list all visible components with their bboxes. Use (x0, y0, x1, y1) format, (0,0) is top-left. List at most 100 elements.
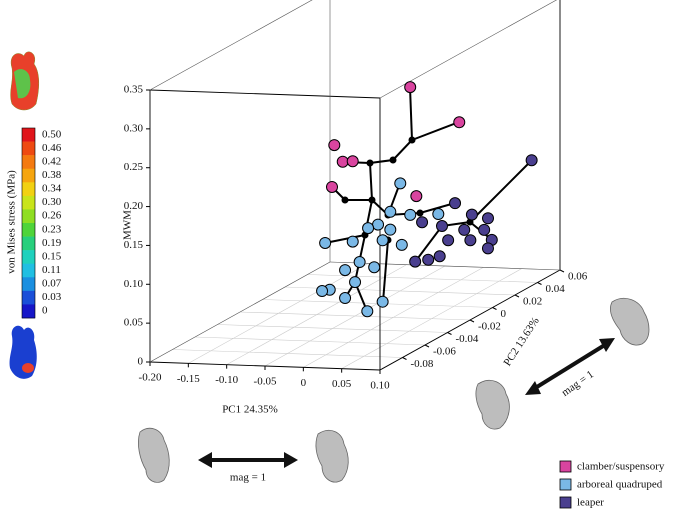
colorbar-cell (22, 168, 35, 183)
tree-branch (331, 186, 372, 201)
data-point (404, 81, 417, 94)
tick-mark (537, 282, 542, 285)
x-tick-label: 0 (301, 377, 307, 389)
data-point (482, 212, 494, 225)
colorbar-title: von Mises stress (MPa) (6, 170, 18, 274)
y-tick-label: -0.02 (478, 321, 501, 333)
arrow-head (599, 338, 615, 352)
bone-icon (610, 298, 650, 346)
data-point (384, 223, 397, 236)
tree-node (368, 196, 376, 204)
legend-label: clamber/suspensory (577, 461, 665, 473)
annotation: mag = 1 (559, 368, 596, 399)
data-point (453, 116, 466, 129)
x-tick-label: 0.10 (370, 380, 390, 392)
colorbar-label: 0.15 (42, 250, 62, 262)
colorbar-label: 0.26 (42, 210, 62, 222)
data-point (326, 180, 338, 193)
data-point (410, 190, 423, 203)
colorbar-cell (22, 290, 35, 305)
tree-branch (411, 121, 460, 141)
data-point (376, 234, 389, 247)
arrow-head (525, 381, 541, 395)
legend-swatch (559, 460, 572, 473)
tick-mark (469, 319, 475, 323)
z-tick-label: 0.35 (124, 84, 144, 96)
annotation: mag = 1 (230, 472, 266, 484)
bone-icon (138, 427, 170, 483)
tick-mark (492, 307, 497, 310)
colorbar-frame (21, 127, 36, 319)
data-point (346, 155, 359, 168)
bone-icon (315, 430, 349, 483)
axis-box-edge (149, 361, 381, 371)
arrow (530, 341, 610, 392)
tree-branch (369, 162, 456, 217)
tree-branch (382, 239, 389, 303)
data-point (362, 222, 375, 235)
grid-line (194, 336, 426, 346)
y-tick-label: 0.04 (546, 283, 566, 295)
z-tick-label: 0.05 (124, 317, 144, 329)
tree-node (408, 136, 416, 144)
data-point (442, 234, 455, 247)
colorbar-cell (22, 223, 35, 237)
data-point (336, 155, 349, 168)
axis-box-edge (149, 89, 381, 99)
data-point (478, 223, 491, 236)
tree-node (341, 196, 349, 204)
axis-box-edge (379, 269, 561, 371)
colorbar-label: 0.50 (42, 128, 62, 140)
data-point (416, 216, 429, 229)
grid-line (239, 311, 471, 321)
data-point (372, 218, 385, 231)
grid-line (217, 324, 448, 333)
data-point (346, 235, 359, 248)
grid-line (172, 349, 403, 358)
data-point (525, 154, 538, 167)
data-point (394, 177, 407, 190)
legend-label: arboreal quadruped (577, 479, 663, 491)
stress-patch (14, 69, 31, 99)
tick-mark (447, 332, 452, 335)
y-tick-label: 0.02 (523, 296, 542, 308)
tree-branch (342, 86, 414, 165)
data-point (339, 292, 352, 305)
illustrations (9, 51, 650, 483)
data-point (339, 264, 352, 277)
colorbar-label: 0.07 (42, 278, 62, 290)
data-point (319, 236, 332, 249)
legend-label: leaper (577, 497, 604, 509)
data-point (465, 208, 478, 221)
data-point (433, 250, 446, 263)
data-point (376, 295, 389, 308)
grid-line (307, 274, 538, 283)
colorbar-cell (22, 195, 35, 210)
colorbar-label: 0.34 (42, 183, 62, 195)
z-tick-label: 0.15 (124, 239, 144, 251)
colorbar-cell (22, 141, 35, 156)
colorbar-label: 0.42 (42, 155, 61, 167)
z-axis-label: MWM (122, 210, 134, 240)
tree-branch (414, 159, 533, 263)
tick-mark (559, 269, 565, 273)
colorbar-label: 0.46 (42, 142, 62, 154)
stress-patch (22, 363, 34, 373)
data-point (384, 205, 397, 218)
data-point (395, 238, 408, 251)
tick-mark (402, 357, 407, 360)
data-point (422, 253, 435, 266)
colorbar-cell (22, 155, 35, 170)
y-tick-label: -0.06 (433, 346, 456, 358)
colorbar-cell (22, 250, 35, 265)
colorbar-label: 0 (42, 305, 48, 317)
colorbar-label: 0.30 (42, 196, 62, 208)
tick-mark (424, 344, 430, 348)
data-point (404, 208, 417, 221)
colorbar-cell (22, 209, 35, 224)
data-point (436, 220, 448, 233)
data-point (464, 234, 477, 247)
y-tick-label: 0 (501, 308, 507, 320)
data-point (349, 276, 362, 289)
